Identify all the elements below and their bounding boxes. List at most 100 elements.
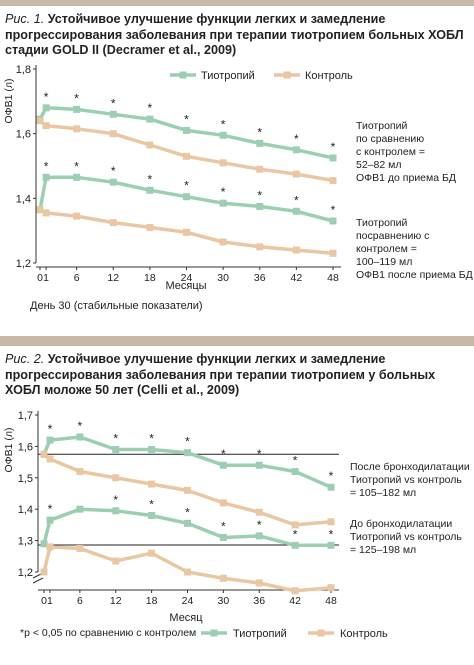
annotation-top: с контролем =: [356, 146, 425, 158]
data-point: [112, 557, 120, 565]
data-point: [255, 532, 263, 540]
figure-2-caption-text: Устойчивое улучшение функции легких и за…: [5, 352, 436, 397]
x-tick-label: 30: [217, 272, 229, 284]
legend-tiotropium-label: Тиотропий: [233, 628, 287, 640]
data-point: [40, 450, 48, 458]
series-line: [42, 435, 332, 489]
data-point: [329, 177, 337, 185]
y-tick-label: 1,7: [18, 410, 33, 422]
data-point: [329, 154, 337, 162]
series-line: [38, 119, 334, 183]
x-tick-label: 6: [77, 595, 83, 607]
data-point: [148, 511, 156, 519]
annotation-bottom: До бронходилатации: [350, 518, 452, 530]
data-point: [46, 543, 54, 551]
data-point: [148, 480, 156, 488]
data-point: [148, 446, 156, 454]
significance-star: *: [185, 435, 190, 449]
annotation-top: по сравнению: [356, 133, 424, 145]
y-tick-label: 1,4: [16, 193, 31, 205]
data-point: [292, 146, 300, 154]
significance-star: *: [44, 159, 49, 173]
data-point: [183, 126, 190, 134]
significance-star: *: [148, 172, 153, 186]
data-point: [219, 159, 227, 167]
significance-star: *: [48, 502, 53, 516]
data-point: [327, 518, 335, 526]
legend-control-label: Контроль: [340, 628, 388, 640]
annotation-bottom: = 125–198 мл: [350, 544, 416, 556]
y-tick-label: 1,3: [18, 536, 33, 548]
figure-1-label: Рис. 1.: [5, 12, 45, 26]
y-axis-title: ОФВ1 (л): [3, 78, 15, 123]
data-point: [42, 173, 50, 181]
significance-star: *: [184, 179, 189, 193]
figure-2-caption: Рис. 2. Устойчивое улучшение функции лег…: [5, 352, 467, 399]
significance-star: *: [221, 447, 226, 461]
data-point: [40, 540, 48, 548]
significance-star: *: [44, 90, 49, 104]
data-point: [291, 521, 299, 529]
significance-star: *: [293, 527, 298, 541]
figure-1: Рис. 1. Устойчивое улучшение функции лег…: [0, 6, 474, 318]
data-point: [292, 207, 300, 215]
y-tick-label: 1,2: [16, 258, 31, 270]
data-point: [146, 186, 154, 194]
figure-2-label: Рис. 2.: [5, 352, 45, 366]
significance-star: *: [149, 497, 154, 511]
annotation-bottom: ОФВ1 после приема БД: [356, 269, 473, 281]
data-point: [112, 507, 120, 515]
significance-star: *: [74, 159, 79, 173]
data-point: [292, 170, 300, 178]
x-tick-label: 36: [254, 272, 266, 284]
data-point: [219, 461, 227, 469]
annotation-bottom: посравнению с: [356, 230, 429, 242]
data-point: [36, 117, 44, 125]
x-tick-label: 0: [37, 272, 43, 284]
data-point: [329, 217, 337, 225]
significance-star: *: [257, 188, 262, 202]
data-point: [146, 141, 154, 149]
data-point: [148, 549, 156, 557]
data-point: [291, 587, 299, 595]
data-point: [112, 446, 120, 454]
x-tick-label: 12: [110, 595, 122, 607]
legend-tiotropium-label: Тиотропий: [201, 70, 255, 82]
data-point: [36, 206, 44, 214]
x-tick-label: 18: [146, 595, 158, 607]
y-axis-title: ОФВ1 (л): [3, 427, 15, 472]
data-point: [146, 115, 154, 123]
data-point: [327, 584, 335, 592]
data-point: [73, 212, 81, 220]
data-point: [183, 228, 190, 236]
data-point: [184, 568, 191, 576]
significance-star: *: [294, 132, 299, 146]
annotation-bottom: Тиотропий: [356, 217, 407, 229]
data-point: [109, 130, 117, 138]
significance-star: *: [149, 432, 154, 446]
significance-star: *: [78, 419, 83, 433]
figure-1-caption-text: Устойчивое улучшение функции легких и за…: [5, 12, 464, 57]
data-point: [291, 468, 299, 476]
data-point: [219, 533, 227, 541]
x-tick-label: 1: [43, 272, 49, 284]
legend-note: *p < 0,05 по сравнению с контролем: [20, 627, 196, 639]
significance-star: *: [185, 505, 190, 519]
data-point: [292, 246, 300, 254]
data-point: [183, 193, 190, 201]
series-line: [38, 175, 334, 223]
data-point: [219, 499, 227, 507]
y-tick-label: 1,6: [16, 129, 31, 141]
data-point: [76, 544, 84, 552]
x-tick-label: 48: [327, 272, 339, 284]
data-point: [329, 249, 337, 257]
legend-control-marker: [317, 629, 325, 637]
x-tick-label: 24: [181, 272, 193, 284]
data-point: [255, 461, 263, 469]
data-point: [327, 483, 335, 491]
data-point: [219, 131, 227, 139]
data-point: [219, 199, 227, 207]
data-point: [73, 125, 81, 133]
data-point: [109, 178, 117, 186]
data-point: [46, 436, 54, 444]
